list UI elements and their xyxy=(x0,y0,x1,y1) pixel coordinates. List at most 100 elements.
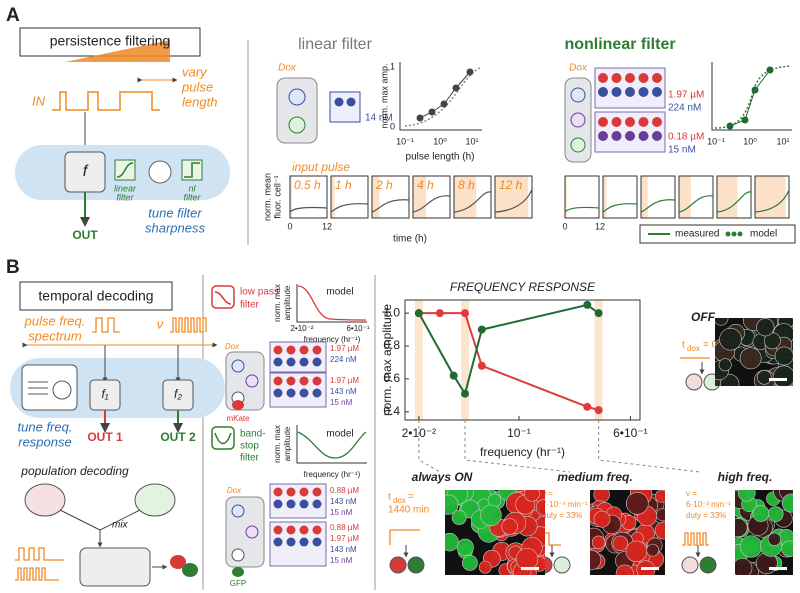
label: mix xyxy=(112,520,129,531)
cell xyxy=(656,508,665,522)
dot xyxy=(638,73,649,83)
node xyxy=(570,137,586,153)
cell xyxy=(590,549,602,571)
pulse-shade xyxy=(372,176,380,218)
cell xyxy=(451,510,467,525)
dot xyxy=(273,499,283,509)
point xyxy=(726,122,734,130)
label: dox xyxy=(393,496,406,505)
label: fluor. cell⁻¹ xyxy=(272,175,282,218)
dot xyxy=(273,345,283,355)
cell xyxy=(655,490,665,503)
pulse-shade xyxy=(331,176,335,218)
micrograph xyxy=(735,490,793,575)
filter-icon xyxy=(211,426,235,450)
trace xyxy=(371,199,410,213)
cell xyxy=(170,555,186,569)
label: mKate xyxy=(226,414,250,423)
trace xyxy=(289,206,328,213)
cell xyxy=(515,547,539,571)
label: stop xyxy=(240,441,259,452)
label: 10⁻¹ xyxy=(396,136,414,146)
filter-glyph xyxy=(214,291,232,305)
label: 10⁻¹ xyxy=(707,136,725,146)
label: 10⁰ xyxy=(743,136,757,146)
chart-title: FREQUENCY RESPONSE xyxy=(450,280,596,294)
callout xyxy=(418,420,441,473)
trace xyxy=(564,206,600,213)
label: 0.18 µM xyxy=(668,132,704,143)
label: ν = xyxy=(542,489,553,498)
label: 12 xyxy=(322,221,332,231)
radio-dial xyxy=(52,380,72,400)
cell xyxy=(681,556,699,574)
cell xyxy=(752,505,770,522)
cell xyxy=(182,563,198,577)
dot xyxy=(652,117,662,127)
cell xyxy=(735,558,753,575)
pulse-shade xyxy=(290,176,292,218)
dot xyxy=(299,525,309,535)
label: response xyxy=(18,434,71,449)
label: always ON xyxy=(412,470,473,484)
panel-frame xyxy=(494,175,533,219)
y-tick-label: 0.4 xyxy=(383,404,400,418)
node xyxy=(570,87,586,103)
dot xyxy=(273,357,283,367)
label: 1.97 µM xyxy=(668,90,704,101)
panel-frame xyxy=(640,175,676,219)
experiment-band xyxy=(594,300,603,420)
dot xyxy=(611,87,622,97)
label: 1 xyxy=(390,61,395,71)
label: 1440 min xyxy=(388,505,429,516)
model-curve xyxy=(404,67,481,127)
label: OUT 2 xyxy=(160,430,196,444)
point xyxy=(741,116,749,124)
pulses xyxy=(170,317,207,333)
label: duty = 33% xyxy=(542,511,582,520)
label: norm. max xyxy=(273,425,282,463)
axes xyxy=(296,284,367,323)
label: 0.5 h xyxy=(294,178,321,192)
label: spectrum xyxy=(28,328,82,343)
label: 15 nM xyxy=(330,508,353,517)
trace xyxy=(678,195,714,213)
dot xyxy=(652,73,662,83)
dot xyxy=(299,499,309,509)
dot xyxy=(638,131,649,141)
cell xyxy=(739,535,763,558)
filter-glyph xyxy=(214,432,232,445)
label: vary xyxy=(182,64,208,79)
label: 1.97 µM xyxy=(330,534,359,543)
cell xyxy=(591,535,606,550)
label: 15 nM xyxy=(668,145,696,156)
scale-bar xyxy=(769,567,787,570)
label: persistence filtering xyxy=(50,33,171,49)
label: 12 h xyxy=(499,178,523,192)
pulse-shade xyxy=(454,176,477,218)
label: B xyxy=(6,257,20,278)
pulse-icon xyxy=(389,529,420,545)
label: tune freq. xyxy=(18,419,73,434)
cell xyxy=(772,365,793,386)
cell xyxy=(715,318,729,326)
cell xyxy=(735,518,748,538)
label: Dox xyxy=(278,63,297,74)
cell xyxy=(612,535,629,552)
reporter xyxy=(232,400,244,410)
label: 0 xyxy=(390,121,395,131)
y-tick-label: 1.0 xyxy=(383,305,400,319)
cell xyxy=(774,346,793,366)
array xyxy=(329,91,361,123)
label: dox xyxy=(687,344,700,353)
label: 143 nM xyxy=(330,387,357,396)
label: 1 h xyxy=(335,178,352,192)
cell xyxy=(626,492,649,515)
label: 6·10⁻³ min⁻¹ xyxy=(686,500,731,509)
reporter xyxy=(232,567,244,577)
legend-dot xyxy=(725,231,731,237)
label: f₁ xyxy=(101,387,108,401)
dot xyxy=(286,487,296,497)
label: 2•10⁻² xyxy=(290,324,313,333)
label: 10¹ xyxy=(776,136,789,146)
